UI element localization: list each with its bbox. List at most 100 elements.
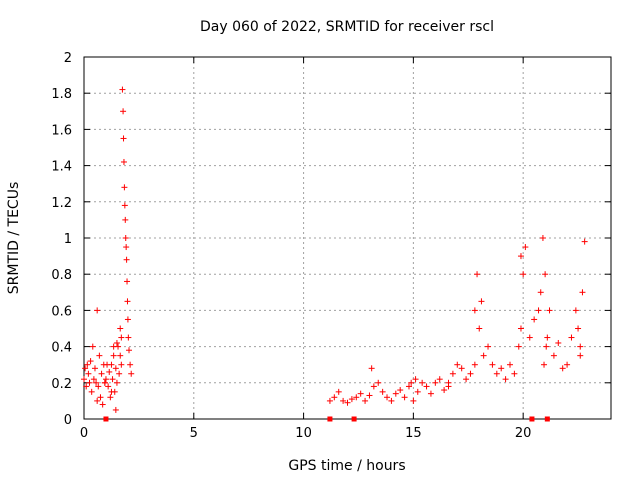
- y-axis-label: SRMTID / TECUs: [6, 182, 22, 295]
- data-point: [97, 394, 104, 401]
- data-point: [98, 370, 105, 377]
- data-point: [101, 379, 108, 386]
- data-point: [535, 307, 542, 314]
- data-point: [124, 316, 131, 323]
- data-points: [81, 86, 588, 422]
- data-point: [348, 396, 355, 403]
- plot-frame: [83, 56, 612, 420]
- data-point: [113, 339, 120, 346]
- data-point: [110, 343, 117, 350]
- data-point: [121, 184, 128, 191]
- data-point: [577, 343, 584, 350]
- y-tick-label: 2: [64, 51, 72, 66]
- gap-marker: [327, 416, 333, 422]
- data-point: [120, 108, 127, 115]
- y-tick-label: 0.8: [51, 268, 72, 283]
- x-tick-label: 0: [80, 426, 88, 441]
- data-point: [408, 379, 415, 386]
- data-point: [489, 361, 496, 368]
- data-point: [550, 352, 557, 359]
- data-point: [124, 278, 131, 285]
- data-point: [388, 397, 395, 404]
- data-point: [117, 325, 124, 332]
- data-point: [344, 399, 351, 406]
- data-point: [82, 365, 89, 372]
- data-point: [90, 376, 97, 383]
- data-point: [568, 334, 575, 341]
- data-point: [410, 397, 417, 404]
- y-tick-label: 0: [64, 413, 72, 428]
- data-point: [471, 361, 478, 368]
- data-point: [559, 365, 566, 372]
- data-point: [401, 394, 408, 401]
- data-point: [546, 307, 553, 314]
- data-point: [109, 376, 116, 383]
- data-point: [331, 394, 338, 401]
- data-point: [370, 383, 377, 390]
- data-point: [572, 307, 579, 314]
- data-point: [474, 271, 481, 278]
- data-point: [502, 376, 509, 383]
- data-point: [122, 235, 129, 241]
- data-point: [515, 343, 522, 350]
- data-point: [511, 370, 518, 377]
- data-point: [99, 401, 106, 408]
- data-point: [579, 289, 586, 296]
- data-point: [445, 383, 452, 390]
- data-point: [113, 379, 120, 386]
- data-point: [384, 394, 391, 401]
- y-tick-label: 0.6: [51, 304, 72, 319]
- data-point: [357, 390, 364, 397]
- data-point: [485, 343, 492, 350]
- data-point: [102, 376, 109, 383]
- data-point: [368, 365, 375, 372]
- data-point: [520, 271, 527, 278]
- data-point: [127, 361, 134, 368]
- data-point: [89, 343, 96, 350]
- data-point: [405, 383, 412, 390]
- data-point: [112, 365, 119, 372]
- x-tick-label: 15: [405, 426, 422, 441]
- data-point: [125, 334, 132, 341]
- data-point: [87, 358, 94, 365]
- y-tick-label: 1: [64, 232, 72, 247]
- y-tick-label: 0.4: [51, 341, 72, 356]
- data-point: [555, 339, 562, 346]
- data-point: [537, 289, 544, 296]
- data-point: [423, 383, 430, 390]
- y-tick-label: 1.2: [51, 196, 72, 211]
- x-tick-label: 5: [190, 426, 198, 441]
- data-point: [436, 376, 443, 383]
- data-point: [412, 376, 419, 383]
- data-point: [123, 256, 130, 263]
- data-point: [105, 383, 112, 390]
- data-point: [498, 365, 505, 372]
- data-point: [86, 379, 93, 386]
- data-point: [81, 376, 87, 383]
- data-point: [463, 376, 470, 383]
- data-point: [88, 388, 95, 395]
- y-tick-label: 1.6: [51, 123, 72, 138]
- data-point: [419, 379, 426, 386]
- data-point: [96, 352, 103, 359]
- data-point: [564, 361, 571, 368]
- data-point: [93, 379, 100, 386]
- data-point: [581, 238, 588, 245]
- data-point: [123, 244, 130, 251]
- data-point: [397, 387, 404, 394]
- data-point: [335, 388, 342, 395]
- data-point: [392, 390, 399, 397]
- data-point: [543, 343, 550, 350]
- data-point: [379, 388, 386, 395]
- data-point: [531, 316, 538, 323]
- data-point: [107, 394, 114, 401]
- data-point: [126, 347, 133, 354]
- data-point: [476, 325, 483, 332]
- data-point: [95, 383, 102, 390]
- gap-marker: [529, 416, 535, 422]
- data-point: [117, 352, 124, 359]
- data-point: [366, 392, 373, 399]
- data-point: [526, 334, 533, 341]
- data-point: [449, 370, 456, 377]
